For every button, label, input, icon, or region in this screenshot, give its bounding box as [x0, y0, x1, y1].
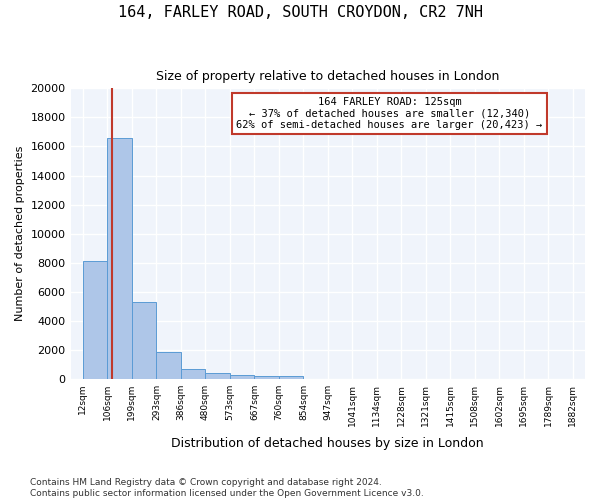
Title: Size of property relative to detached houses in London: Size of property relative to detached ho… — [156, 70, 499, 83]
Bar — [230, 375, 254, 379]
Text: 164, FARLEY ROAD, SOUTH CROYDON, CR2 7NH: 164, FARLEY ROAD, SOUTH CROYDON, CR2 7NH — [118, 5, 482, 20]
Bar — [107, 138, 132, 379]
Bar — [205, 374, 230, 379]
Bar — [83, 261, 107, 379]
Text: Contains HM Land Registry data © Crown copyright and database right 2024.
Contai: Contains HM Land Registry data © Crown c… — [30, 478, 424, 498]
Bar — [157, 352, 181, 379]
Bar — [181, 368, 205, 379]
Text: 164 FARLEY ROAD: 125sqm
← 37% of detached houses are smaller (12,340)
62% of sem: 164 FARLEY ROAD: 125sqm ← 37% of detache… — [236, 97, 542, 130]
Bar — [279, 376, 304, 379]
Bar — [132, 302, 157, 379]
Y-axis label: Number of detached properties: Number of detached properties — [15, 146, 25, 322]
X-axis label: Distribution of detached houses by size in London: Distribution of detached houses by size … — [172, 437, 484, 450]
Bar — [254, 376, 279, 379]
